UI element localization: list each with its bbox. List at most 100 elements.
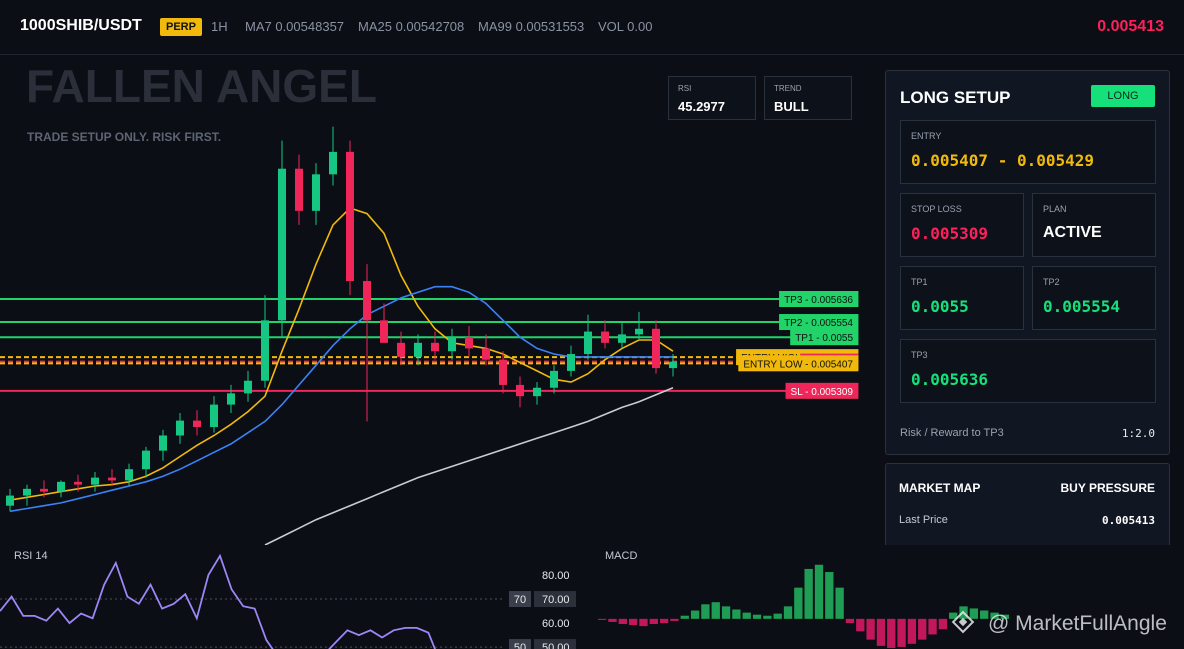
tick-box <box>534 639 576 649</box>
candle-body <box>278 168 286 321</box>
macd-bar <box>773 613 782 619</box>
level-tag <box>779 291 859 308</box>
macd-bar <box>856 618 865 632</box>
level-tag <box>790 329 859 346</box>
macd-bar <box>659 618 669 623</box>
rr-value: 1:2.0 <box>1121 427 1155 440</box>
candle-body <box>482 348 490 360</box>
watermark-title: FALLEN ANGEL <box>26 60 377 112</box>
candle-body <box>74 481 82 485</box>
candle-body <box>91 477 99 485</box>
stat-value: 45.2977 <box>678 99 725 114</box>
candle-body <box>414 342 422 357</box>
level-label: TP2 - 0.005554 <box>784 318 853 329</box>
macd-bar <box>990 612 999 619</box>
candle-body <box>448 337 456 352</box>
value: 0.005554 <box>1043 297 1121 316</box>
tp-box: TP2 0.005554 <box>1032 266 1156 330</box>
tick-box <box>534 591 576 608</box>
level-label: SL - 0.005309 <box>791 387 854 398</box>
macd-bar <box>918 618 927 640</box>
marker-label: 70 <box>514 594 526 606</box>
macd-bar <box>949 612 958 619</box>
macd-bar <box>928 618 937 635</box>
interval[interactable]: 1H <box>211 19 228 34</box>
macd-bar <box>690 610 700 619</box>
price-chart: FALLEN ANGEL TRADE SETUP ONLY. RISK FIRS… <box>0 60 859 545</box>
macd-bar <box>825 572 834 619</box>
header: 1000SHIB/USDT PERP 1H MA7 0.00548357 MA2… <box>0 0 1184 55</box>
macd-bar <box>1000 614 1009 619</box>
candle-body <box>227 393 235 405</box>
candle-body <box>312 174 320 211</box>
candle-body <box>159 435 167 451</box>
macd-bar <box>763 615 772 619</box>
macd-bar <box>701 604 710 619</box>
stat-value: BULL <box>774 99 809 114</box>
macd-bar <box>752 614 762 619</box>
macd-bar <box>794 587 803 619</box>
candle-body <box>601 331 609 343</box>
ma25: MA25 0.00542708 <box>358 19 465 34</box>
rsi-group <box>0 553 436 649</box>
y-tick-label: 60.00 <box>542 618 570 630</box>
stat-label: RSI <box>678 84 692 93</box>
moving-average <box>9 285 673 513</box>
market-card: MARKET MAP BUY PRESSURE Last Price 0.005… <box>885 463 1170 545</box>
candle-body <box>618 334 626 343</box>
candle-body <box>635 328 643 335</box>
macd-bar <box>938 618 948 630</box>
value: 0.005636 <box>911 370 989 389</box>
candle-body <box>431 342 439 352</box>
brand-watermark: @ MarketFullAngle <box>988 612 1167 635</box>
candle-body <box>363 281 371 321</box>
setup-title: LONG SETUP <box>900 88 1011 107</box>
candle-body <box>516 384 524 397</box>
badge: PERP <box>160 18 202 36</box>
macd-bar <box>598 618 607 620</box>
macd-bar <box>783 606 793 619</box>
macd-bar <box>907 618 917 644</box>
macd-bar <box>628 618 638 626</box>
marker-box <box>509 639 531 649</box>
market-title: MARKET MAP <box>899 481 981 495</box>
level-label: ENTRY LOW - 0.005407 <box>743 359 853 370</box>
candle-body <box>23 488 31 496</box>
macd-bar <box>876 618 886 646</box>
macd-bar <box>618 618 627 625</box>
candle-body <box>108 477 116 481</box>
macd-bar <box>804 568 813 619</box>
level-label: TP3 - 0.005636 <box>784 295 853 306</box>
macd-bar <box>721 606 731 619</box>
stop-box: STOP LOSS 0.005309 <box>900 193 1024 257</box>
value: 0.005309 <box>911 224 989 243</box>
macd-bar <box>649 618 658 625</box>
candle-body <box>567 354 575 371</box>
macd-bar <box>866 618 875 640</box>
market-status: BUY PRESSURE <box>1060 481 1155 495</box>
y-tick-label: 80.00 <box>542 570 570 582</box>
candle-body <box>346 151 354 282</box>
candle-body <box>533 387 541 397</box>
macd-title: MACD <box>605 550 637 562</box>
macd-bar <box>969 608 979 619</box>
rr-label: Risk / Reward to TP3 <box>900 427 1004 439</box>
macd-bar <box>835 587 844 619</box>
candle-body <box>380 320 388 343</box>
macd-bar <box>608 618 617 622</box>
candle-body <box>669 361 677 369</box>
label: TP2 <box>1043 277 1060 287</box>
candle-body <box>652 328 660 369</box>
label: TP1 <box>911 277 928 287</box>
last-label: Last Price <box>899 514 948 526</box>
value: 0.005407 - 0.005429 <box>911 151 1095 170</box>
plan-box: PLAN ACTIVE <box>1032 193 1156 257</box>
price: 0.005413 <box>1097 18 1164 35</box>
ma7: MA7 0.00548357 <box>245 19 345 34</box>
last-value: 0.005413 <box>1102 514 1155 527</box>
value: 0.0055 <box>911 297 969 316</box>
indicator-panel: RSI 14 MACD @ MarketFullAngle 80.00 70.00… <box>0 545 1184 649</box>
rsi-title: RSI 14 <box>14 550 48 562</box>
macd-bar <box>639 618 648 627</box>
